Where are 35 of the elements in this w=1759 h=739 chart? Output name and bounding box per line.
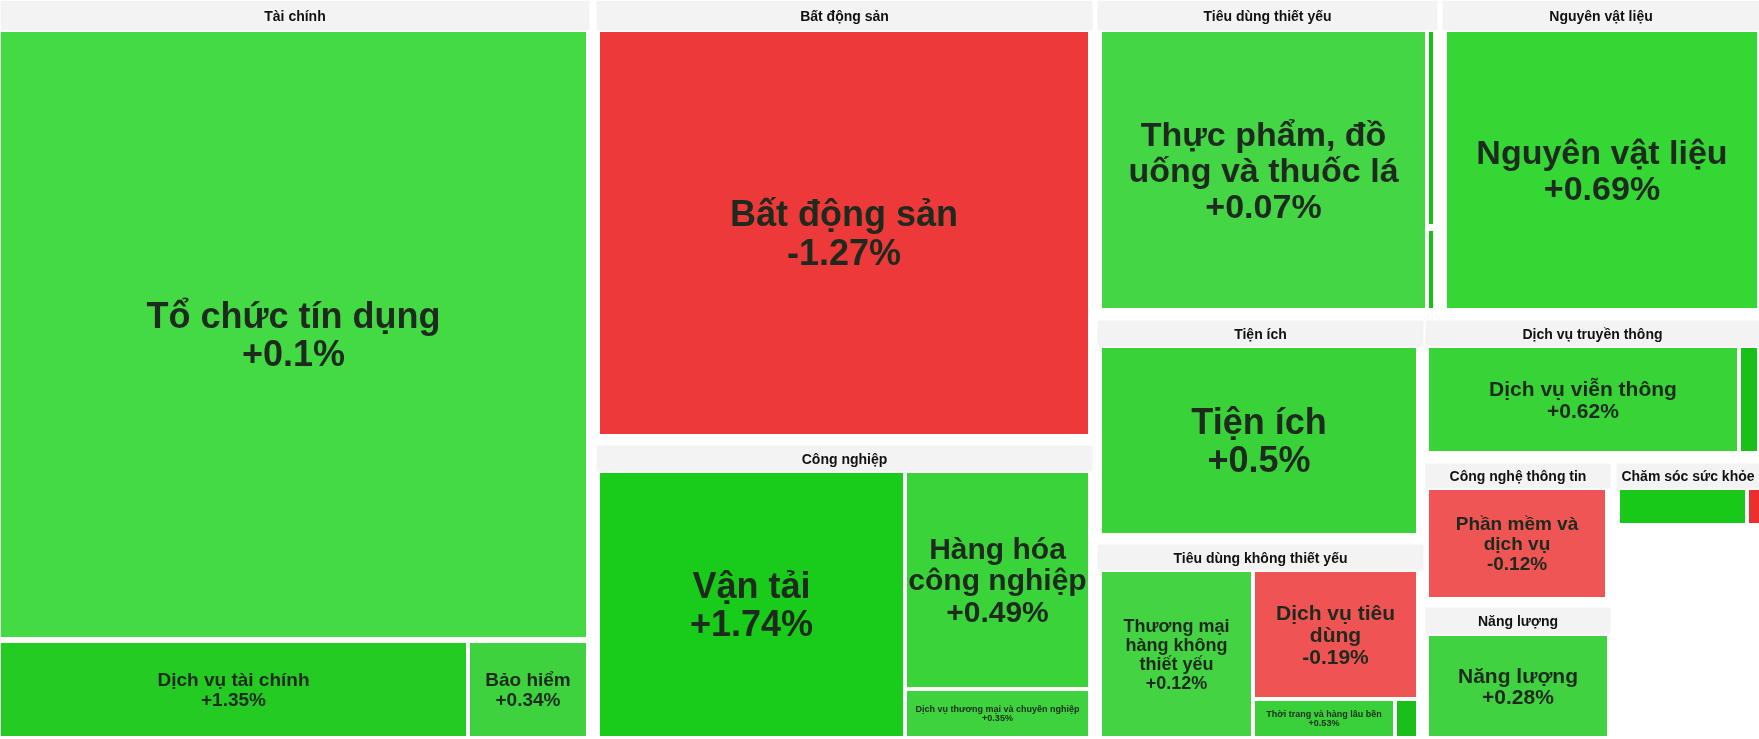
text: Tiện ích <box>1191 400 1327 442</box>
data-label: +0.53% <box>1308 718 1340 729</box>
text: Tiêu dùng không thiết yếu <box>1173 549 1348 566</box>
category-label: Hàng hóa công nghiệp <box>908 532 1087 597</box>
category-label: Thực phẩm, đồ uống và thuốc lá <box>1128 114 1399 189</box>
data-label: +0.5% <box>1207 439 1311 481</box>
data-label: -0.12% <box>1486 552 1548 574</box>
text: Năng lượng <box>1458 663 1578 687</box>
text: Dịch vụ truyền thông <box>1522 325 1663 342</box>
text: Tiêu dùng thiết yếu <box>1203 7 1332 24</box>
category-label: Thời trang và hàng lâu bền <box>1266 708 1382 719</box>
category-label: Dịch vụ tài chính <box>157 669 310 691</box>
category-label: Dịch vụ tiêu dùng <box>1275 601 1396 646</box>
category-label: Bảo hiểm <box>485 669 571 691</box>
category-label: Thương mại hàng không thiết yếu <box>1123 615 1230 674</box>
category-label: Dịch vụ viễn thông <box>1489 377 1677 401</box>
text: Chăm sóc sức khỏe <box>1621 468 1755 484</box>
data-label: +1.35% <box>201 688 267 710</box>
text: Tài chính <box>264 7 326 24</box>
category-label: Bất động sản <box>800 7 889 24</box>
data-label: +0.34% <box>495 688 561 710</box>
category-label: Nguyên vật liệu <box>1549 7 1653 24</box>
category-label: Phần mềm và dịch vụ <box>1455 513 1579 554</box>
text: Công nghệ thông tin <box>1449 468 1587 484</box>
category-label: Tiện ích <box>1234 325 1287 342</box>
category-label: Năng lượng <box>1478 613 1558 629</box>
data-label: +1.74% <box>689 603 814 645</box>
text: Nguyên vật liệu <box>1476 132 1728 171</box>
text: Công nghiệp <box>801 450 888 467</box>
category-label: Tổ chức tín dụng <box>146 294 441 336</box>
category-label: Dịch vụ thương mại và chuyên nghiệp <box>915 703 1080 714</box>
data-label: +0.07% <box>1205 187 1322 226</box>
data-label: +0.35% <box>982 713 1013 724</box>
category-label: Vận tải <box>692 564 811 606</box>
data-label: +0.1% <box>241 333 346 375</box>
